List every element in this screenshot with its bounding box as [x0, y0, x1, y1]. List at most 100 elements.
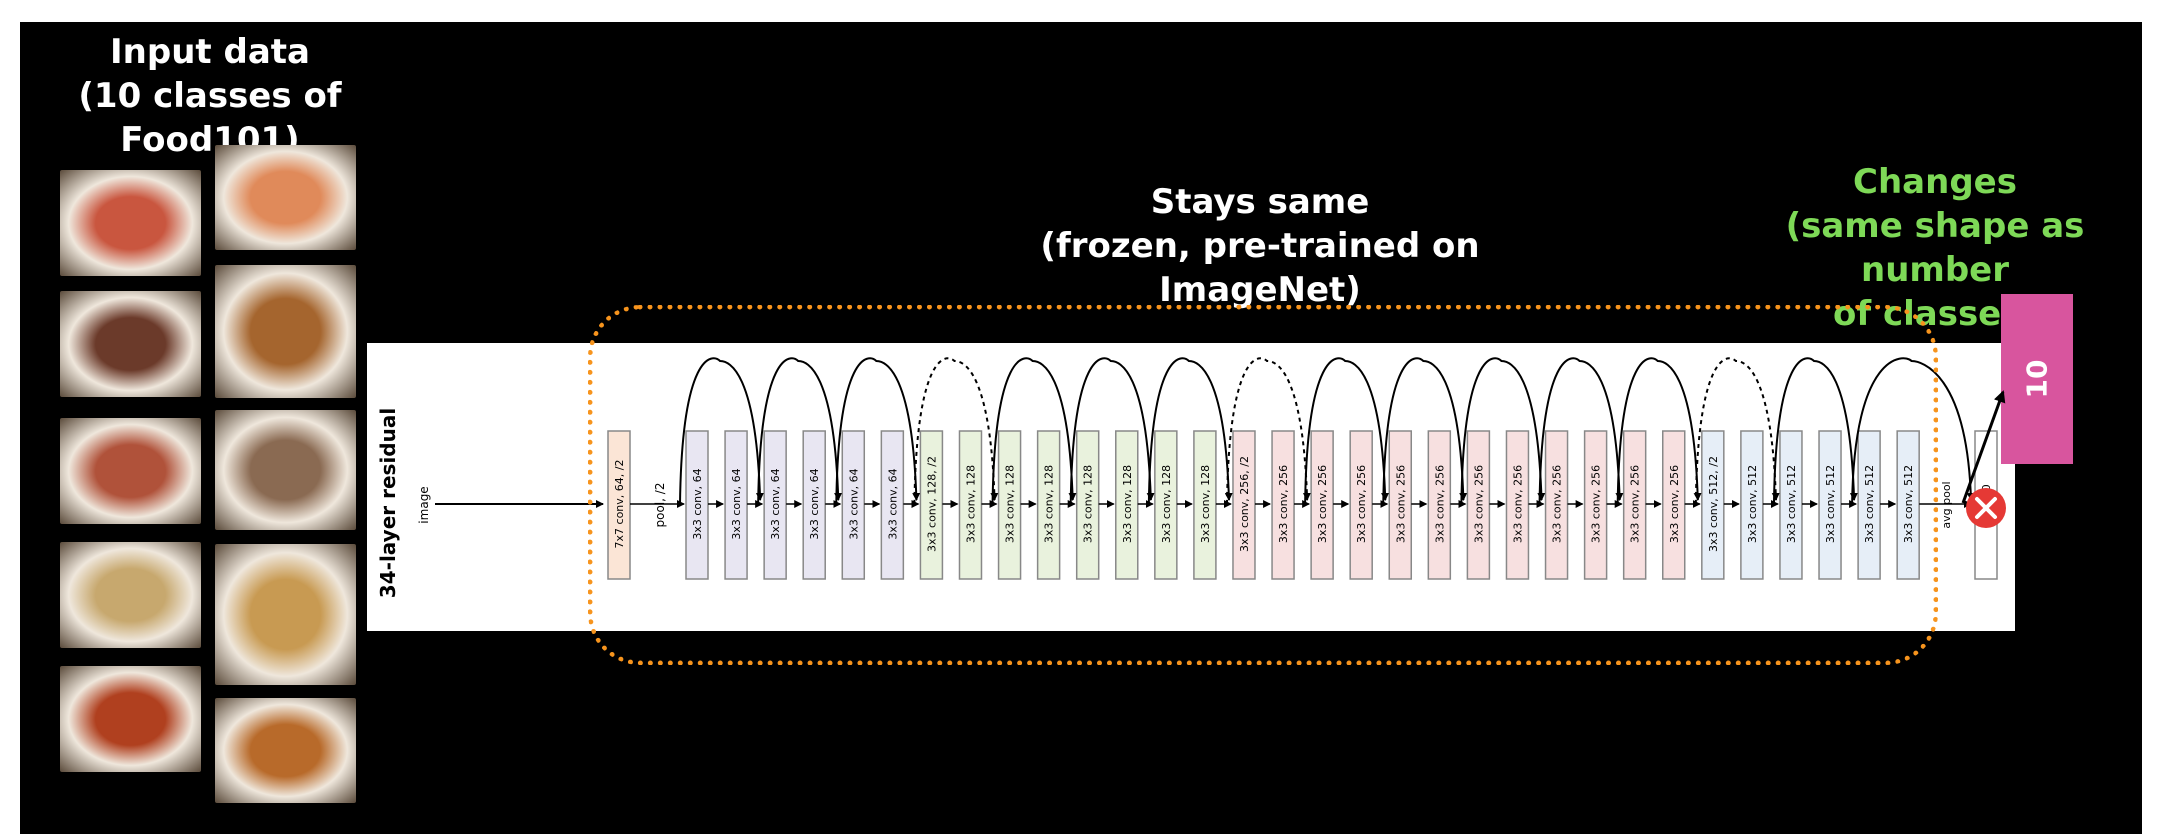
conv-layer: 3x3 conv, 256: [1466, 430, 1491, 580]
skip-connection: [1069, 357, 1155, 505]
layer-label: 3x3 conv, 512: [1785, 465, 1798, 543]
layer-label: 3x3 conv, 64: [847, 468, 860, 539]
avgpool-label: avg pool: [1940, 481, 1953, 528]
skip-connection: [1538, 357, 1624, 505]
conv-layer: 3x3 conv, 128: [958, 430, 983, 580]
conv-layer: 3x3 conv, 256: [1271, 430, 1295, 580]
layer-label: 3x3 conv, 128: [1160, 465, 1173, 543]
resnet-diagram: 34-layer residual image 7x7 conv, 64, /2…: [367, 343, 2015, 631]
conv-layer: 3x3 conv, 256: [1388, 430, 1413, 580]
pizza-photo: [60, 418, 201, 524]
conv-layer: 3x3 conv, 256, /2: [1232, 430, 1256, 580]
conv-layer: 3x3 conv, 256: [1583, 430, 1608, 580]
ice-cream-photo: [215, 410, 356, 530]
conv-layer: 3x3 conv, 128: [1193, 430, 1217, 580]
conv-layer: 3x3 conv, 64: [724, 430, 748, 580]
skip-connection: [991, 357, 1077, 505]
frozen-region: [588, 305, 1938, 665]
layer-label: 3x3 conv, 256: [1316, 465, 1329, 543]
conv-layer: 3x3 conv, 256: [1505, 430, 1530, 580]
layer-label: 3x3 conv, 256, /2: [1238, 456, 1251, 552]
layer-label: 3x3 conv, 128: [1004, 465, 1017, 543]
curry-photo: [215, 698, 356, 803]
layer-label: 3x3 conv, 128: [1121, 465, 1134, 543]
skip-connection: [913, 357, 999, 505]
conv-layer: 3x3 conv, 256: [1544, 430, 1569, 580]
conv-layer: 3x3 conv, 128: [1115, 430, 1139, 580]
conv-layer: 3x3 conv, 512: [1896, 430, 1920, 580]
conv-layer: 3x3 conv, 256: [1662, 430, 1686, 580]
layer-label: 7x7 conv, 64, /2: [613, 460, 626, 549]
conv-layer: 3x3 conv, 256: [1427, 430, 1452, 580]
layer-label: 3x3 conv, 256: [1433, 465, 1446, 543]
conv-layer: 3x3 conv, 64: [802, 430, 826, 580]
layer-label: 3x3 conv, 128: [1199, 465, 1212, 543]
conv-layer: 3x3 conv, 512: [1740, 430, 1764, 580]
sushi-photo: [60, 170, 201, 276]
skip-connection: [1304, 357, 1390, 505]
layer-label: 3x3 conv, 512: [1863, 465, 1876, 543]
skip-connection: [1382, 357, 1468, 505]
layer-label: 3x3 conv, 256: [1590, 465, 1603, 543]
conv-layer: 3x3 conv, 256: [1310, 430, 1334, 580]
layer-label: 3x3 conv, 64: [808, 468, 821, 539]
layer-label: 3x3 conv, 64: [886, 468, 899, 539]
skip-connection: [1460, 357, 1546, 505]
conv-layer: 3x3 conv, 128: [1154, 430, 1178, 580]
conv-layer: 3x3 conv, 512, /2: [1701, 430, 1725, 580]
conv-layer: 3x3 conv, 512: [1857, 430, 1881, 580]
conv-layer: 3x3 conv, 128: [1036, 430, 1061, 580]
skip-connection: [1851, 357, 1975, 505]
conv-layer: 3x3 conv, 128: [997, 430, 1022, 580]
conv-layer: 3x3 conv, 64: [880, 430, 905, 580]
image-label: image: [417, 486, 431, 523]
changes-title: Changes (same shape as number of classes…: [1785, 162, 2085, 334]
layer-label: 3x3 conv, 512: [1824, 465, 1837, 543]
skip-connection: [835, 357, 921, 505]
skip-connection: [1694, 357, 1780, 505]
conv-layer: 3x3 conv, 256: [1349, 430, 1373, 580]
layer-label: 3x3 conv, 256: [1629, 465, 1642, 543]
hamburger-photo: [215, 265, 356, 398]
conv-layer: 3x3 conv, 64: [685, 430, 709, 580]
skip-connection: [679, 357, 764, 505]
skip-connection: [1147, 357, 1233, 505]
skip-connection: [1772, 357, 1858, 505]
conv-layer: 3x3 conv, 128, /2: [919, 430, 944, 580]
ramen-photo: [215, 544, 356, 685]
skip-connection: [757, 357, 843, 505]
layer-label: 3x3 conv, 128: [964, 465, 977, 543]
layer-label: 3x3 conv, 256: [1472, 465, 1485, 543]
frozen-title: Stays same (frozen, pre-trained on Image…: [1040, 182, 1480, 310]
layer-label: 3x3 conv, 256: [1277, 465, 1290, 543]
layer-label: 3x3 conv, 64: [769, 468, 782, 539]
layer-label: 3x3 conv, 128: [1082, 465, 1095, 543]
layer-label: 3x3 conv, 512: [1902, 465, 1915, 543]
layer-label: 3x3 conv, 128: [1043, 465, 1056, 543]
conv-layer: 3x3 conv, 256: [1622, 430, 1647, 580]
layer-label: 3x3 conv, 256: [1551, 465, 1564, 543]
layer-label: 3x3 conv, 512: [1746, 465, 1759, 543]
salmon-photo: [215, 145, 356, 250]
new-output-layer: 10: [2001, 294, 2073, 464]
conv-layer: 3x3 conv, 512: [1779, 430, 1803, 580]
network-label: 34-layer residual: [376, 408, 400, 598]
chicken-wings-photo: [60, 666, 201, 772]
layer-label: 3x3 conv, 256: [1394, 465, 1407, 543]
skip-connection: [1225, 357, 1311, 505]
fc-label: fc 1000: [1980, 484, 1993, 525]
layer-label: 3x3 conv, 256: [1355, 465, 1368, 543]
layer-label: 3x3 conv, 512, /2: [1707, 456, 1720, 552]
skip-connection: [1616, 357, 1702, 505]
fried-rice-photo: [60, 542, 201, 648]
layer-label: 3x3 conv, 64: [691, 468, 704, 539]
pool-label: pool, /2: [653, 483, 667, 528]
input-data-title: Input data (10 classes of Food101): [78, 32, 342, 160]
layer-label: 3x3 conv, 128, /2: [925, 456, 938, 552]
layer-label: 3x3 conv, 256: [1511, 465, 1524, 543]
layer-label: 3x3 conv, 256: [1668, 465, 1681, 543]
layer-label: 3x3 conv, 64: [730, 468, 743, 539]
conv-layer: 3x3 conv, 128: [1075, 430, 1100, 580]
conv-layer: 7x7 conv, 64, /2: [607, 430, 631, 580]
conv-layer: 3x3 conv, 512: [1818, 430, 1842, 580]
